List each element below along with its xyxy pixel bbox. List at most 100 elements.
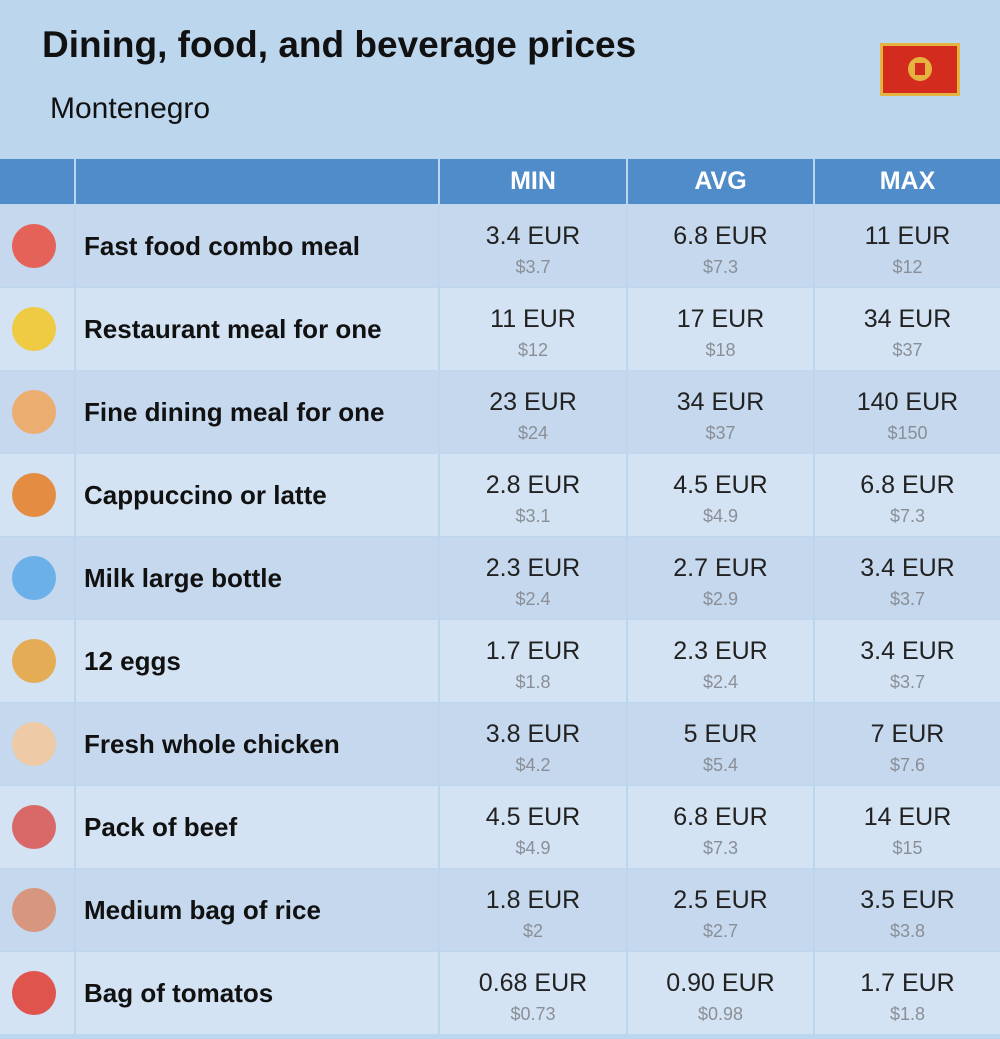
value-cell: 17 EUR $18 — [628, 288, 813, 370]
price-usd: $3.7 — [889, 589, 926, 609]
value-cell: 3.8 EUR $4.2 — [440, 703, 626, 785]
price-usd: $2.4 — [515, 589, 551, 609]
row-label: Cappuccino or latte — [76, 454, 438, 536]
price-usd: $15 — [892, 838, 923, 858]
icon-cell — [0, 288, 74, 370]
subtitle: Montenegro — [50, 92, 211, 125]
icon-cell — [0, 869, 74, 951]
price-usd: $18 — [705, 340, 736, 360]
price-eur: 6.8 EUR — [673, 803, 768, 831]
price-eur: 5 EUR — [683, 720, 758, 748]
value-cell: 4.5 EUR $4.9 — [440, 786, 626, 868]
icon — [12, 307, 56, 351]
price-eur: 3.4 EUR — [860, 637, 955, 665]
column-header: MAX — [815, 159, 1000, 204]
price-usd: $37 — [892, 340, 923, 360]
price-usd: $4.9 — [515, 838, 551, 858]
icon-cell — [0, 620, 74, 702]
column-header: MIN — [440, 159, 626, 204]
value-cell: 6.8 EUR $7.3 — [815, 454, 1000, 536]
icon — [12, 888, 56, 932]
value-cell: 34 EUR $37 — [628, 371, 813, 453]
price-eur: 3.5 EUR — [860, 886, 955, 914]
flag-emblem — [908, 57, 932, 81]
price-usd: $7.6 — [889, 755, 926, 775]
row-label: Fine dining meal for one — [76, 371, 438, 453]
value-cell: 0.90 EUR $0.98 — [628, 952, 813, 1034]
price-eur: 11 EUR — [490, 305, 576, 333]
value-cell: 34 EUR $37 — [815, 288, 1000, 370]
price-usd: $12 — [517, 340, 549, 360]
icon — [12, 390, 56, 434]
price-eur: 34 EUR — [676, 388, 765, 416]
value-cell: 1.7 EUR $1.8 — [440, 620, 626, 702]
value-cell: 2.3 EUR $2.4 — [440, 537, 626, 619]
price-usd: $0.73 — [510, 1004, 556, 1024]
value-cell: 2.5 EUR $2.7 — [628, 869, 813, 951]
value-cell: 2.3 EUR $2.4 — [628, 620, 813, 702]
price-eur: 3.4 EUR — [860, 554, 955, 582]
value-cell: 7 EUR $7.6 — [815, 703, 1000, 785]
value-cell: 2.8 EUR $3.1 — [440, 454, 626, 536]
icon-cell — [0, 952, 74, 1034]
header-cell — [0, 159, 74, 204]
title: Dining, food, and beverage prices — [42, 24, 637, 65]
value-cell: 2.7 EUR $2.9 — [628, 537, 813, 619]
price-eur: 1.7 EUR — [485, 637, 581, 665]
value-cell: 4.5 EUR $4.9 — [628, 454, 813, 536]
price-usd: $24 — [517, 423, 549, 443]
value-cell: 0.68 EUR $0.73 — [440, 952, 626, 1034]
value-cell: 1.8 EUR $2 — [440, 869, 626, 951]
icon-cell — [0, 371, 74, 453]
value-cell: 3.5 EUR $3.8 — [815, 869, 1000, 951]
icon-cell — [0, 454, 74, 536]
icon-cell — [0, 205, 74, 287]
price-eur: 34 EUR — [863, 305, 952, 333]
icon — [12, 971, 56, 1015]
price-usd: $4.9 — [702, 506, 739, 526]
row-label: Milk large bottle — [76, 537, 438, 619]
price-eur: 6.8 EUR — [860, 471, 955, 499]
row-label: Medium bag of rice — [76, 869, 438, 951]
icon-cell — [0, 786, 74, 868]
price-eur: 7 EUR — [870, 720, 945, 748]
icon — [12, 639, 56, 683]
icon — [12, 805, 56, 849]
price-usd: $2.4 — [702, 672, 739, 692]
icon — [12, 224, 56, 268]
price-eur: 1.8 EUR — [485, 886, 581, 914]
price-usd: $5.4 — [702, 755, 739, 775]
price-usd: $1.8 — [515, 672, 551, 692]
price-eur: 2.8 EUR — [485, 471, 581, 499]
price-usd: $37 — [705, 423, 736, 443]
column-header: AVG — [628, 159, 813, 204]
value-cell: 140 EUR $150 — [815, 371, 1000, 453]
value-cell: 1.7 EUR $1.8 — [815, 952, 1000, 1034]
icon-cell — [0, 703, 74, 785]
price-eur: 23 EUR — [489, 388, 577, 416]
price-usd: $3.8 — [889, 921, 926, 941]
value-cell: 11 EUR $12 — [815, 205, 1000, 287]
row-label: Bag of tomatos — [76, 952, 438, 1034]
row-label: Pack of beef — [76, 786, 438, 868]
price-eur: 0.68 EUR — [478, 969, 588, 997]
value-cell: 23 EUR $24 — [440, 371, 626, 453]
price-eur: 2.3 EUR — [673, 637, 768, 665]
price-eur: 4.5 EUR — [673, 471, 768, 499]
price-eur: 14 EUR — [863, 803, 952, 831]
price-usd: $3.7 — [515, 257, 551, 277]
price-eur: 140 EUR — [856, 388, 959, 416]
price-usd: $2 — [522, 921, 544, 941]
price-eur: 4.5 EUR — [485, 803, 581, 831]
value-cell: 3.4 EUR $3.7 — [815, 537, 1000, 619]
price-eur: 17 EUR — [676, 305, 765, 333]
price-eur: 11 EUR — [864, 222, 951, 250]
price-eur: 2.7 EUR — [673, 554, 768, 582]
value-cell: 6.8 EUR $7.3 — [628, 205, 813, 287]
value-cell: 3.4 EUR $3.7 — [815, 620, 1000, 702]
price-eur: 3.4 EUR — [485, 222, 581, 250]
price-eur: 0.90 EUR — [666, 969, 775, 997]
price-eur: 1.7 EUR — [860, 969, 955, 997]
price-eur: 2.5 EUR — [673, 886, 768, 914]
